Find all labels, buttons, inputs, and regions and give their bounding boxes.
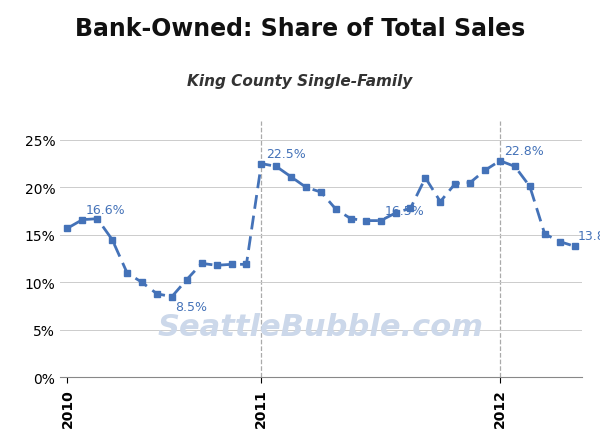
Text: 22.8%: 22.8%: [505, 145, 544, 158]
Text: SeattleBubble.com: SeattleBubble.com: [158, 312, 484, 341]
Text: 16.5%: 16.5%: [385, 204, 425, 217]
Text: Bank-Owned: Share of Total Sales: Bank-Owned: Share of Total Sales: [75, 17, 525, 41]
Text: King County Single-Family: King County Single-Family: [187, 74, 413, 89]
Text: 8.5%: 8.5%: [175, 301, 207, 314]
Text: 16.6%: 16.6%: [85, 204, 125, 217]
Text: 13.8%: 13.8%: [578, 230, 600, 243]
Text: 22.5%: 22.5%: [266, 148, 305, 161]
